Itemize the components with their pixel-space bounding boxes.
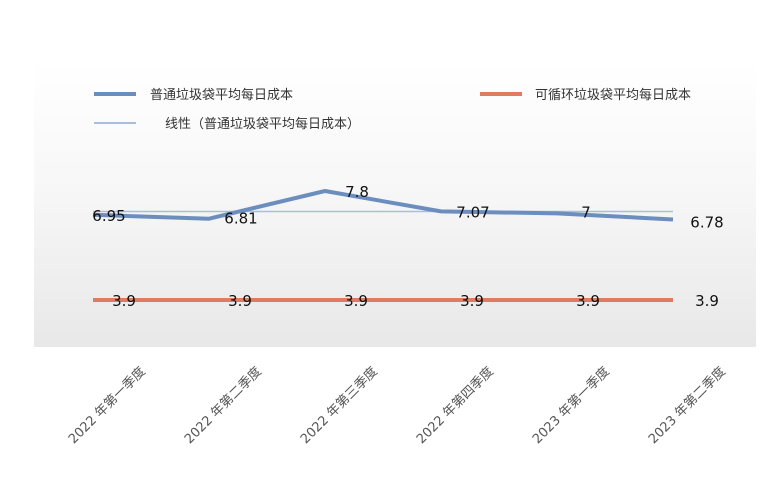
data-label-reusable: 3.9 — [112, 292, 136, 310]
legend-label-normal: 普通垃圾袋平均每日成本 — [150, 87, 293, 103]
data-label-normal: 7.8 — [345, 183, 369, 201]
x-tick-label: 2022 年第二季度 — [181, 364, 265, 448]
legend: 普通垃圾袋平均每日成本 可循环垃圾袋平均每日成本 线性（普通垃圾袋平均每日成本） — [94, 87, 691, 132]
data-label-normal: 6.81 — [224, 210, 257, 228]
chart-marks: 6.95 6.81 7.8 7.07 7 6.78 3.9 3.9 3.9 3.9 3.9 3.9 — [92, 183, 723, 310]
x-tick-label: 2022 年第四季度 — [413, 364, 497, 448]
data-label-reusable: 3.9 — [344, 292, 368, 310]
data-label-reusable: 3.9 — [576, 292, 600, 310]
x-tick-label: 2022 年第一季度 — [65, 364, 149, 448]
x-tick-label: 2023 年第二季度 — [645, 364, 729, 448]
x-tick-label: 2023 年第一季度 — [529, 364, 613, 448]
data-label-normal: 6.78 — [690, 214, 723, 232]
data-label-reusable: 3.9 — [460, 292, 484, 310]
legend-label-reusable: 可循环垃圾袋平均每日成本 — [535, 87, 691, 103]
series-line-normal — [92, 189, 674, 222]
x-tick-label: 2022 年第三季度 — [297, 364, 381, 448]
data-label-reusable: 3.9 — [228, 292, 252, 310]
x-axis-ticks: 2022 年第一季度 2022 年第二季度 2022 年第三季度 2022 年第四季度… — [65, 364, 729, 448]
data-label-reusable: 3.9 — [695, 292, 719, 310]
data-label-normal: 7.07 — [456, 203, 489, 221]
data-label-normal: 7 — [581, 203, 591, 221]
data-label-normal: 6.95 — [92, 207, 125, 225]
legend-label-trendline: 线性（普通垃圾袋平均每日成本） — [165, 116, 360, 132]
